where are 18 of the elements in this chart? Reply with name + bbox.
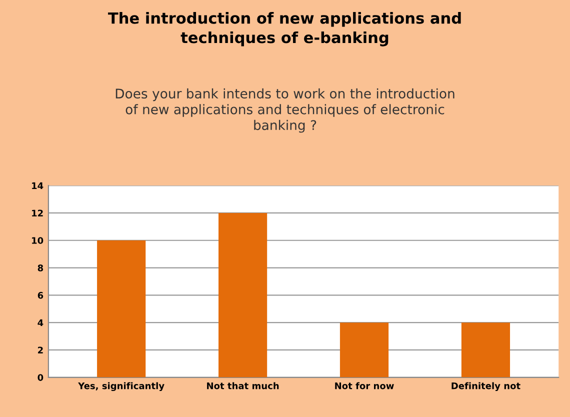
- bar: [218, 212, 268, 378]
- x-tick-label: Definitely not: [452, 382, 520, 392]
- y-tick-label: 10: [32, 237, 44, 244]
- y-tick-label: 8: [38, 264, 44, 272]
- chart-subtitle: Does your bank intends to work on the introduction of new applications and techniques of electronic banking ?: [116, 88, 454, 133]
- y-tick-label: 0: [38, 374, 44, 381]
- bar: [340, 322, 389, 378]
- y-tick-label: 2: [38, 346, 43, 354]
- x-tick-label: Yes, significantly: [78, 382, 164, 392]
- chart-title: The introduction of new applications and techniques of e-banking: [108, 12, 461, 46]
- x-tick-label: Not that much: [207, 382, 279, 390]
- bar: [97, 240, 146, 378]
- bar: [461, 322, 510, 378]
- y-tick-label: 6: [38, 292, 44, 299]
- y-tick-label: 12: [32, 210, 43, 216]
- x-tick-label: Not for now: [335, 382, 394, 390]
- y-tick-label: 4: [38, 319, 44, 326]
- y-tick-label: 14: [32, 182, 44, 189]
